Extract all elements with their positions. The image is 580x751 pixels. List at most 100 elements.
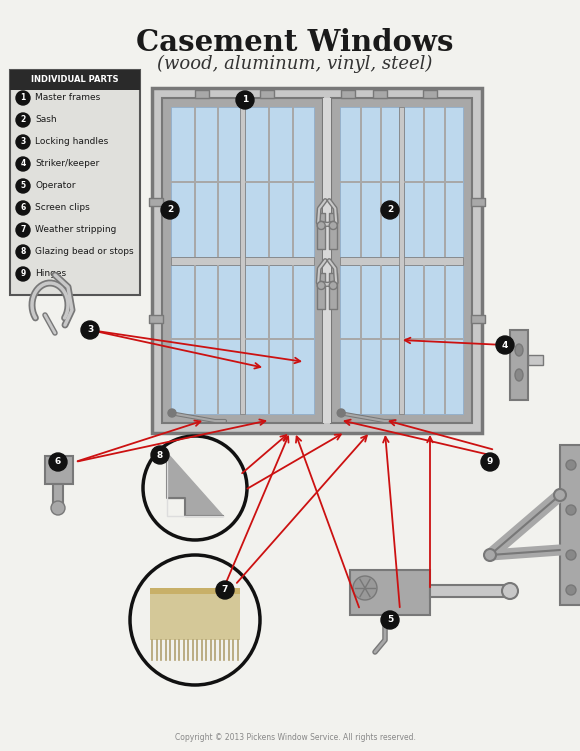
Circle shape <box>566 550 576 560</box>
Bar <box>218 107 219 257</box>
Bar <box>152 88 482 433</box>
Bar <box>245 264 314 414</box>
Text: 2: 2 <box>387 206 393 215</box>
Text: 3: 3 <box>20 137 26 146</box>
Bar <box>380 107 382 257</box>
Bar <box>329 273 337 309</box>
Bar <box>510 330 528 400</box>
Bar <box>10 70 140 295</box>
Circle shape <box>130 555 260 685</box>
Bar <box>360 107 361 257</box>
Circle shape <box>236 91 254 109</box>
Bar <box>10 70 140 90</box>
Text: Master frames: Master frames <box>35 94 100 102</box>
Bar <box>245 338 314 340</box>
Text: Locking handles: Locking handles <box>35 137 108 146</box>
Circle shape <box>16 179 30 193</box>
Bar <box>423 264 425 414</box>
Bar <box>340 257 463 264</box>
Circle shape <box>161 201 179 219</box>
Circle shape <box>337 409 345 417</box>
Circle shape <box>502 583 518 599</box>
Circle shape <box>329 282 337 289</box>
Bar <box>341 90 355 98</box>
Circle shape <box>151 446 169 464</box>
Text: Weather stripping: Weather stripping <box>35 225 117 234</box>
Bar <box>350 570 430 615</box>
Bar <box>471 315 485 323</box>
Text: 2: 2 <box>20 116 26 125</box>
Circle shape <box>16 157 30 171</box>
Circle shape <box>381 611 399 629</box>
Text: 5: 5 <box>20 182 26 191</box>
Text: 6: 6 <box>20 204 26 213</box>
Text: Hinges: Hinges <box>35 270 66 279</box>
Circle shape <box>317 222 325 230</box>
Bar <box>162 98 323 423</box>
Bar <box>331 98 472 423</box>
Circle shape <box>81 321 99 339</box>
Circle shape <box>16 267 30 281</box>
Text: 8: 8 <box>157 451 163 460</box>
Bar <box>292 107 293 257</box>
Circle shape <box>16 201 30 215</box>
Bar <box>404 181 463 182</box>
Text: Casement Windows: Casement Windows <box>136 28 454 57</box>
Bar <box>260 90 274 98</box>
Bar <box>430 585 510 597</box>
Circle shape <box>143 436 247 540</box>
Bar <box>380 264 382 414</box>
Circle shape <box>566 505 576 515</box>
Bar <box>471 198 485 206</box>
Text: Copyright © 2013 Pickens Window Service. All rights reserved.: Copyright © 2013 Pickens Window Service.… <box>175 733 415 742</box>
Text: 3: 3 <box>87 325 93 334</box>
Polygon shape <box>167 453 223 516</box>
Bar <box>404 107 463 257</box>
Bar <box>150 590 240 640</box>
Bar <box>45 456 73 484</box>
Bar <box>404 338 463 340</box>
Text: 5: 5 <box>387 616 393 625</box>
Bar <box>194 107 195 257</box>
Bar <box>423 90 437 98</box>
Circle shape <box>329 222 337 230</box>
Bar <box>240 107 245 414</box>
Circle shape <box>168 409 176 417</box>
Text: 1: 1 <box>242 95 248 104</box>
Bar <box>218 264 219 414</box>
Bar <box>268 107 270 257</box>
Bar <box>404 264 463 414</box>
Bar <box>245 181 314 182</box>
Bar <box>171 257 314 264</box>
Circle shape <box>16 245 30 259</box>
Text: 7: 7 <box>222 586 228 595</box>
Circle shape <box>554 489 566 501</box>
Circle shape <box>566 585 576 595</box>
Bar <box>171 264 240 414</box>
Bar <box>171 181 240 182</box>
Bar <box>374 90 387 98</box>
Bar <box>444 107 445 257</box>
Ellipse shape <box>515 369 523 381</box>
Bar <box>53 484 63 508</box>
Bar <box>360 264 361 414</box>
Text: 9: 9 <box>20 270 26 279</box>
Text: 8: 8 <box>20 248 26 257</box>
Circle shape <box>496 336 514 354</box>
Circle shape <box>317 282 325 289</box>
Circle shape <box>16 113 30 127</box>
Circle shape <box>484 549 496 561</box>
Text: 9: 9 <box>487 457 493 466</box>
Bar <box>245 107 314 257</box>
Text: 2: 2 <box>167 206 173 215</box>
Bar <box>329 213 337 249</box>
Text: Striker/keeper: Striker/keeper <box>35 159 99 168</box>
Circle shape <box>51 501 65 515</box>
Bar <box>528 355 543 365</box>
Ellipse shape <box>515 344 523 356</box>
Bar <box>399 107 404 414</box>
Text: Operator: Operator <box>35 182 75 191</box>
Circle shape <box>481 453 499 471</box>
Bar <box>171 107 240 257</box>
Bar <box>171 338 240 340</box>
